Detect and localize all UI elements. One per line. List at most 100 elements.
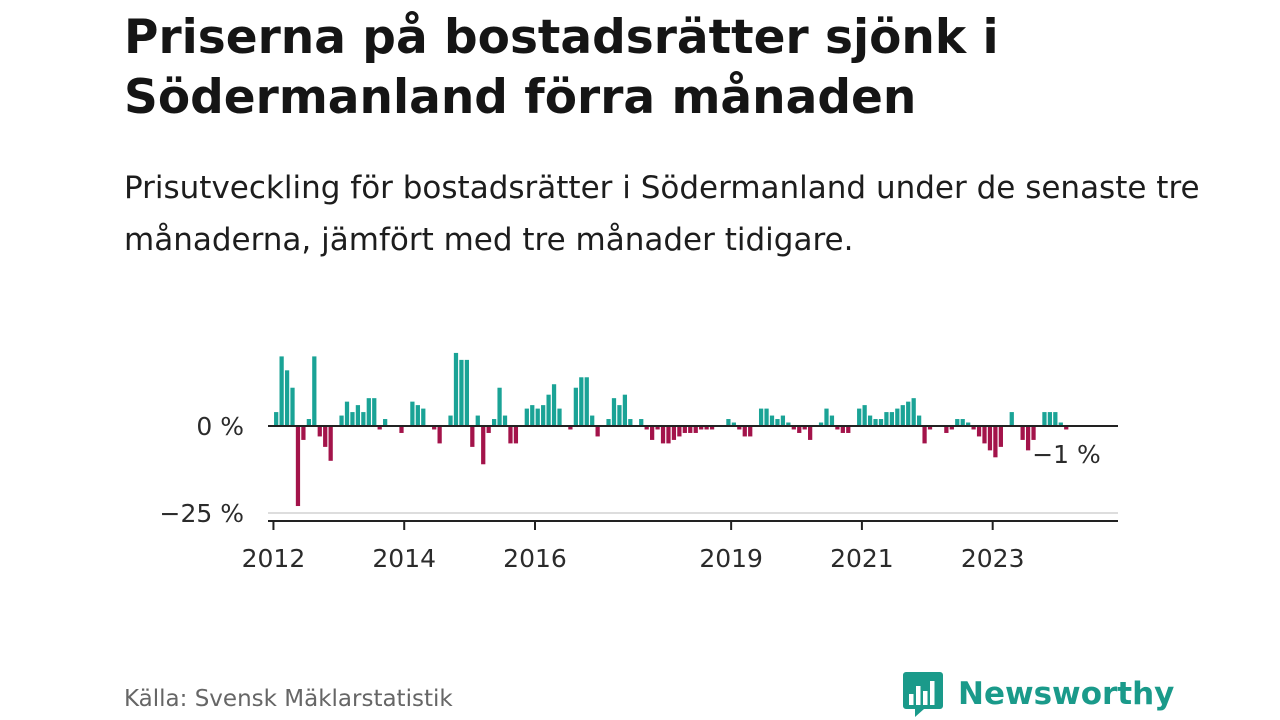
bar <box>699 426 704 430</box>
bar <box>884 412 889 426</box>
bar <box>628 419 633 426</box>
bar <box>644 426 649 430</box>
bar <box>459 359 464 426</box>
bar <box>818 422 824 426</box>
bar <box>573 387 578 426</box>
bar <box>301 426 306 440</box>
bar <box>726 419 731 426</box>
bar <box>769 415 775 426</box>
bar <box>895 408 900 426</box>
bar <box>666 426 671 444</box>
bar <box>530 405 535 426</box>
x-tick-label: 2014 <box>372 544 436 573</box>
newsworthy-logo-text: Newsworthy <box>958 676 1175 712</box>
bar <box>355 405 361 426</box>
bar <box>797 426 802 433</box>
bar <box>780 415 786 426</box>
bar <box>328 426 333 461</box>
last-value-text: −1 % <box>1032 440 1101 469</box>
bar <box>840 426 845 433</box>
bar <box>922 426 927 444</box>
bar <box>786 422 791 426</box>
chart-subtitle: Prisutveckling för bostadsrätter i Söder… <box>124 170 1200 258</box>
bar <box>808 426 813 440</box>
x-tick-label: 2019 <box>699 544 763 573</box>
bar <box>617 405 622 426</box>
bar <box>857 408 862 426</box>
bar <box>279 356 284 426</box>
bar <box>551 384 557 426</box>
bar <box>453 352 459 426</box>
y-tick-label: 0 % <box>196 412 244 441</box>
bar <box>867 415 873 426</box>
bar <box>1009 412 1014 426</box>
bar <box>622 394 628 426</box>
bar <box>693 426 698 433</box>
bar <box>366 398 371 426</box>
x-tick-label: 2021 <box>830 544 894 573</box>
bar <box>791 426 796 430</box>
bar <box>448 415 453 426</box>
bar-chart: 0 % −25 % 2012 2014 2016 2019 2021 2023 −1 % <box>160 352 1118 573</box>
bar <box>917 415 922 426</box>
bar <box>966 422 971 426</box>
bar <box>295 426 301 507</box>
bar <box>878 419 884 426</box>
bar <box>660 426 666 444</box>
bar <box>513 426 519 444</box>
bar <box>415 405 420 426</box>
bar <box>906 401 911 426</box>
bar <box>1053 412 1058 426</box>
bar <box>944 426 949 433</box>
bar <box>350 412 355 426</box>
bar <box>764 408 769 426</box>
bar <box>1047 412 1053 426</box>
bar <box>579 377 584 426</box>
bar <box>873 419 878 426</box>
bar <box>655 426 660 430</box>
bar <box>475 415 480 426</box>
bar <box>1058 422 1063 426</box>
bar <box>557 408 562 426</box>
bar <box>323 426 328 447</box>
bar <box>377 426 382 430</box>
bar <box>535 408 540 426</box>
bar <box>1031 426 1036 440</box>
bar <box>1025 426 1031 451</box>
bar <box>464 359 469 426</box>
bar <box>492 419 497 426</box>
bar <box>971 426 976 430</box>
bar <box>976 426 982 437</box>
bar <box>682 426 687 433</box>
bar <box>802 426 807 430</box>
bar <box>862 405 867 426</box>
bar <box>731 422 736 426</box>
bar <box>290 387 295 426</box>
bar <box>960 419 965 426</box>
bar <box>704 426 709 430</box>
bar <box>709 426 715 430</box>
bar <box>900 405 905 426</box>
bar <box>758 408 764 426</box>
bar <box>344 401 350 426</box>
bar <box>982 426 987 444</box>
bar <box>1042 412 1047 426</box>
bar <box>650 426 655 440</box>
x-axis: 2012 2014 2016 2019 2021 2023 <box>242 520 1118 573</box>
bar <box>835 426 840 430</box>
bar <box>639 419 644 426</box>
newsworthy-logo-icon <box>903 672 943 717</box>
bar <box>955 419 960 426</box>
bar <box>497 387 502 426</box>
bar <box>383 419 388 426</box>
bar <box>742 426 747 437</box>
bar <box>274 412 279 426</box>
bar <box>927 426 933 430</box>
bar <box>584 377 589 426</box>
x-tick-label: 2023 <box>961 544 1025 573</box>
bar <box>998 426 1003 447</box>
bar <box>410 401 415 426</box>
bar <box>987 426 993 451</box>
y-axis-labels: 0 % −25 % <box>160 412 244 528</box>
bar <box>372 398 377 426</box>
